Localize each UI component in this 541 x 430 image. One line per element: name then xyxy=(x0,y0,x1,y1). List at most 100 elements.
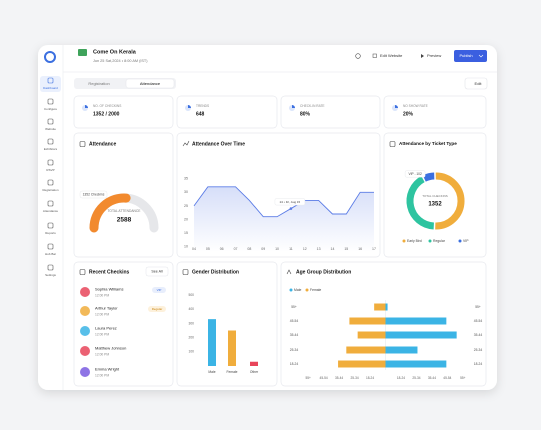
edit-icon xyxy=(372,53,377,58)
badge-bg xyxy=(148,306,166,312)
nav-item[interactable]: RSVP xyxy=(46,168,54,172)
bar-female xyxy=(338,360,386,368)
card xyxy=(383,132,487,258)
avatar xyxy=(80,287,90,297)
card xyxy=(73,261,174,387)
x-tick-label: 18-24 xyxy=(397,376,405,380)
bar-male xyxy=(385,303,388,311)
gauge-value xyxy=(89,193,131,233)
donut-segment xyxy=(406,176,435,230)
checkin-time: 12:00 PM xyxy=(95,293,109,297)
card-icon xyxy=(182,269,189,275)
nav-item[interactable]: Website xyxy=(45,127,56,131)
row-label: 35-44 xyxy=(474,333,483,337)
card-title: Attendance Over Time xyxy=(192,141,245,147)
stat-value: 80% xyxy=(300,111,311,117)
publish-bg[interactable] xyxy=(454,50,487,62)
nav-icon xyxy=(47,77,54,84)
checkin-time: 12:00 PM xyxy=(95,352,109,356)
edit-website-button[interactable]: Edit Website xyxy=(380,53,403,58)
nav-item[interactable]: Hub Bar xyxy=(45,252,56,256)
gauge-callout: 1352 Checkins xyxy=(83,193,105,197)
nav-item[interactable]: Dashboard xyxy=(43,86,58,90)
see-all-button[interactable]: See All xyxy=(151,270,162,274)
donut-callout: VIP - 102 xyxy=(409,172,422,176)
chevron xyxy=(478,54,484,58)
stat-label: NO SHOW RATE xyxy=(403,104,428,108)
tooltip: 24 • Fri, Aug 15 xyxy=(280,200,301,204)
card-icon xyxy=(389,141,396,147)
nav-item[interactable]: Configure xyxy=(44,107,57,111)
publish-button[interactable]: Publish xyxy=(459,53,472,58)
avatar xyxy=(80,346,90,356)
checkin-time: 12:00 PM xyxy=(95,373,109,377)
checkin-time: 12:00 PM xyxy=(95,312,109,316)
tab[interactable]: Registration xyxy=(88,81,109,86)
see-all-bg[interactable] xyxy=(145,266,169,277)
legend-swatch xyxy=(289,288,293,292)
y-tick-label: 25 xyxy=(184,204,188,208)
checkin-name: Matthew Johnson xyxy=(95,346,126,351)
nav-active-bg xyxy=(40,76,61,92)
legend-label: VIP xyxy=(463,239,469,243)
x-tick-label: 17 xyxy=(372,247,376,251)
avatar xyxy=(80,306,90,316)
y-tick-label: 300 xyxy=(188,321,194,325)
row-label: 25-34 xyxy=(290,348,299,352)
card-title: Gender Distribution xyxy=(192,269,239,275)
row-label: 25-34 xyxy=(474,348,483,352)
tab-active-bg xyxy=(125,78,175,89)
y-tick-label: 10 xyxy=(184,244,188,248)
nav-icon xyxy=(47,243,54,250)
gauge-label: TOTAL ATTENDANCE xyxy=(107,209,141,213)
bar-female xyxy=(349,317,386,325)
x-tick-label: 55+ xyxy=(460,376,466,380)
preview-button[interactable]: Preview xyxy=(427,53,441,58)
nav-icon xyxy=(47,138,54,145)
x-tick-label: 25-34 xyxy=(350,376,358,380)
row-label: 45-54 xyxy=(474,319,483,323)
stat-icon-slice xyxy=(85,105,88,108)
nav-item[interactable]: Reports xyxy=(45,231,56,235)
donut-segment xyxy=(422,172,435,182)
nav-icon xyxy=(47,159,54,166)
legend-label: Male xyxy=(294,288,301,292)
nav-item[interactable]: Attendance xyxy=(43,209,59,213)
tab[interactable]: Attendance xyxy=(140,81,161,86)
nav-icon xyxy=(47,179,54,186)
x-tick-label: 45-54 xyxy=(443,376,451,380)
event-date: Jun 25 Sat,2024 • 8:00 AM (IST) xyxy=(93,59,148,63)
y-tick-label: 20 xyxy=(184,217,188,221)
globe-icon[interactable] xyxy=(355,53,361,59)
nav-item[interactable]: Settings xyxy=(45,273,56,277)
bar-male xyxy=(385,346,418,354)
y-tick-label: 200 xyxy=(188,335,194,339)
stat-icon-slice xyxy=(395,105,398,108)
legend-swatch xyxy=(458,239,462,243)
bar-male xyxy=(385,331,457,339)
card xyxy=(280,95,381,129)
nav-item[interactable]: Registration xyxy=(42,188,58,192)
edit-button[interactable]: Edit xyxy=(475,81,483,86)
stat-label: TRENDS xyxy=(196,104,209,108)
nav-icon xyxy=(47,222,54,229)
tooltip-point xyxy=(289,207,293,210)
x-tick-label: 18-24 xyxy=(366,376,374,380)
edit-bg[interactable] xyxy=(464,77,488,90)
stat-value: 20% xyxy=(403,111,414,117)
bar-male xyxy=(385,360,447,368)
x-tick-label: Other xyxy=(250,370,259,374)
nav-icon xyxy=(47,98,54,105)
row-label: 55+ xyxy=(475,305,481,309)
card-title: Age Group Distribution xyxy=(296,269,351,275)
checkin-time: 12:00 PM xyxy=(95,332,109,336)
row-label: 55+ xyxy=(291,305,297,309)
checkin-name: Sophia Williams xyxy=(95,287,123,292)
x-tick-label: 35-44 xyxy=(335,376,343,380)
stat-icon-slice xyxy=(188,105,191,108)
logo xyxy=(44,51,56,63)
card-title: Recent Checkins xyxy=(89,269,130,275)
legend-swatch xyxy=(305,288,309,292)
nav-item[interactable]: Exhibitors xyxy=(44,147,58,151)
